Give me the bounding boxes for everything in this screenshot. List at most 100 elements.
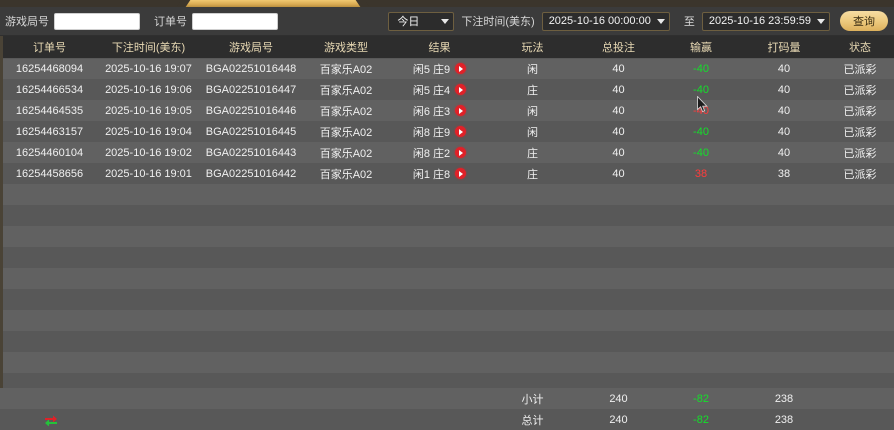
table-row[interactable]: 16254466534 2025-10-16 19:06 BGA0225101644…	[3, 79, 894, 100]
cell-empty	[660, 352, 742, 373]
result-content: 闲5 庄9	[391, 61, 488, 77]
cell-empty	[301, 331, 391, 352]
cell-bet-time: 2025-10-16 19:02	[96, 142, 201, 163]
cell-empty	[96, 268, 201, 289]
table-row[interactable]: 16254460104 2025-10-16 19:02 BGA0225101644…	[3, 142, 894, 163]
grandtotal-turnover: 238	[742, 409, 826, 430]
swap-arrows-icon[interactable]	[44, 414, 58, 426]
cell-empty	[826, 310, 894, 331]
totals-footer: 小计 240 -82 238 总计 240 -82	[0, 388, 894, 430]
table-row-empty	[3, 310, 894, 331]
cell-win-loss: -40	[660, 142, 742, 163]
cell-empty	[301, 289, 391, 310]
active-tab-indicator[interactable]	[180, 0, 366, 7]
play-icon[interactable]	[455, 105, 467, 116]
cell-result: 闲8 庄9	[391, 121, 488, 142]
cell-empty	[577, 247, 660, 268]
subtotal-total-bet: 240	[577, 388, 660, 409]
grandtotal-label: 总计	[488, 409, 577, 430]
cell-total-bet: 40	[577, 163, 660, 184]
col-total-bet[interactable]: 总投注	[577, 36, 660, 59]
cell-result: 闲5 庄9	[391, 58, 488, 79]
play-icon[interactable]	[455, 168, 467, 179]
result-content: 闲8 庄2	[391, 145, 488, 161]
result-content: 闲1 庄8	[391, 166, 488, 182]
col-bet-type[interactable]: 玩法	[488, 36, 577, 59]
cell-turnover: 40	[742, 142, 826, 163]
col-bet-time[interactable]: 下注时间(美东)	[96, 36, 201, 59]
col-result[interactable]: 结果	[391, 36, 488, 59]
cell-game-round: BGA02251016445	[201, 121, 301, 142]
cell-empty	[488, 268, 577, 289]
order-no-input[interactable]	[192, 12, 278, 30]
cell-empty	[660, 205, 742, 226]
cell-empty	[660, 373, 742, 388]
play-icon[interactable]	[455, 147, 467, 158]
cell-empty	[301, 268, 391, 289]
col-status[interactable]: 状态	[826, 36, 894, 59]
cell-empty	[577, 226, 660, 247]
cell-empty	[742, 205, 826, 226]
cell-empty	[301, 247, 391, 268]
table-row-empty	[3, 331, 894, 352]
cell-bet-type: 庄	[488, 79, 577, 100]
cell-result: 闲8 庄2	[391, 142, 488, 163]
cell-game-round: BGA02251016446	[201, 100, 301, 121]
cell-turnover: 40	[742, 100, 826, 121]
cell-status: 已派彩	[826, 163, 894, 184]
grandtotal-status	[826, 409, 894, 430]
cell-total-bet: 40	[577, 79, 660, 100]
cell-order-no: 16254464535	[3, 100, 96, 121]
filter-toolbar: 游戏局号 订单号 今日 下注时间(美东) 2025-10-16 00:00:00…	[0, 7, 894, 36]
play-icon[interactable]	[455, 126, 467, 137]
play-icon[interactable]	[455, 84, 467, 95]
col-order-no[interactable]: 订单号	[3, 36, 96, 59]
cell-empty	[826, 289, 894, 310]
table-row[interactable]: 16254468094 2025-10-16 19:07 BGA0225101644…	[3, 58, 894, 79]
play-icon[interactable]	[455, 63, 467, 75]
table-row[interactable]: 16254463157 2025-10-16 19:04 BGA0225101644…	[3, 121, 894, 142]
col-game-type[interactable]: 游戏类型	[301, 36, 391, 59]
game-round-input[interactable]	[54, 12, 140, 30]
cell-status: 已派彩	[826, 121, 894, 142]
date-from-value: 2025-10-16 00:00:00	[548, 15, 651, 27]
cell-empty	[488, 205, 577, 226]
cell-empty	[742, 331, 826, 352]
cell-empty	[3, 331, 96, 352]
cell-empty	[826, 331, 894, 352]
col-turnover[interactable]: 打码量	[742, 36, 826, 59]
cell-empty	[301, 205, 391, 226]
cell-empty	[96, 352, 201, 373]
cell-result: 闲5 庄4	[391, 79, 488, 100]
cell-game-round: BGA02251016442	[201, 163, 301, 184]
table-row-empty	[3, 205, 894, 226]
query-button[interactable]: 查询	[840, 11, 888, 31]
result-text: 闲5 庄4	[412, 84, 451, 97]
result-text: 闲5 庄9	[412, 63, 451, 76]
period-select[interactable]: 今日	[388, 11, 455, 31]
cell-empty	[826, 352, 894, 373]
col-win-loss[interactable]: 输赢	[660, 36, 742, 59]
col-game-round[interactable]: 游戏局号	[201, 36, 301, 59]
cell-empty	[391, 184, 488, 205]
table-row[interactable]: 16254458656 2025-10-16 19:01 BGA0225101644…	[3, 163, 894, 184]
table-row[interactable]: 16254464535 2025-10-16 19:05 BGA0225101644…	[3, 100, 894, 121]
cell-empty	[301, 373, 391, 388]
cell-empty	[201, 310, 301, 331]
cell-empty	[96, 289, 201, 310]
cell-empty	[391, 373, 488, 388]
cell-empty	[301, 352, 391, 373]
grandtotal-win-loss: -82	[660, 409, 742, 430]
cell-status: 已派彩	[826, 58, 894, 79]
date-from-picker[interactable]: 2025-10-16 00:00:00	[541, 11, 670, 31]
cell-turnover: 40	[742, 79, 826, 100]
table-header: 订单号 下注时间(美东) 游戏局号 游戏类型 结果 玩法 总投注 输赢 打码量 …	[3, 36, 894, 59]
period-select-value: 今日	[397, 16, 420, 28]
cell-game-type: 百家乐A02	[301, 121, 391, 142]
cell-win-loss: -40	[660, 100, 742, 121]
cell-win-loss: 38	[660, 163, 742, 184]
cell-empty	[577, 352, 660, 373]
cell-status: 已派彩	[826, 79, 894, 100]
date-to-picker[interactable]: 2025-10-16 23:59:59	[701, 11, 830, 31]
cell-empty	[577, 373, 660, 388]
